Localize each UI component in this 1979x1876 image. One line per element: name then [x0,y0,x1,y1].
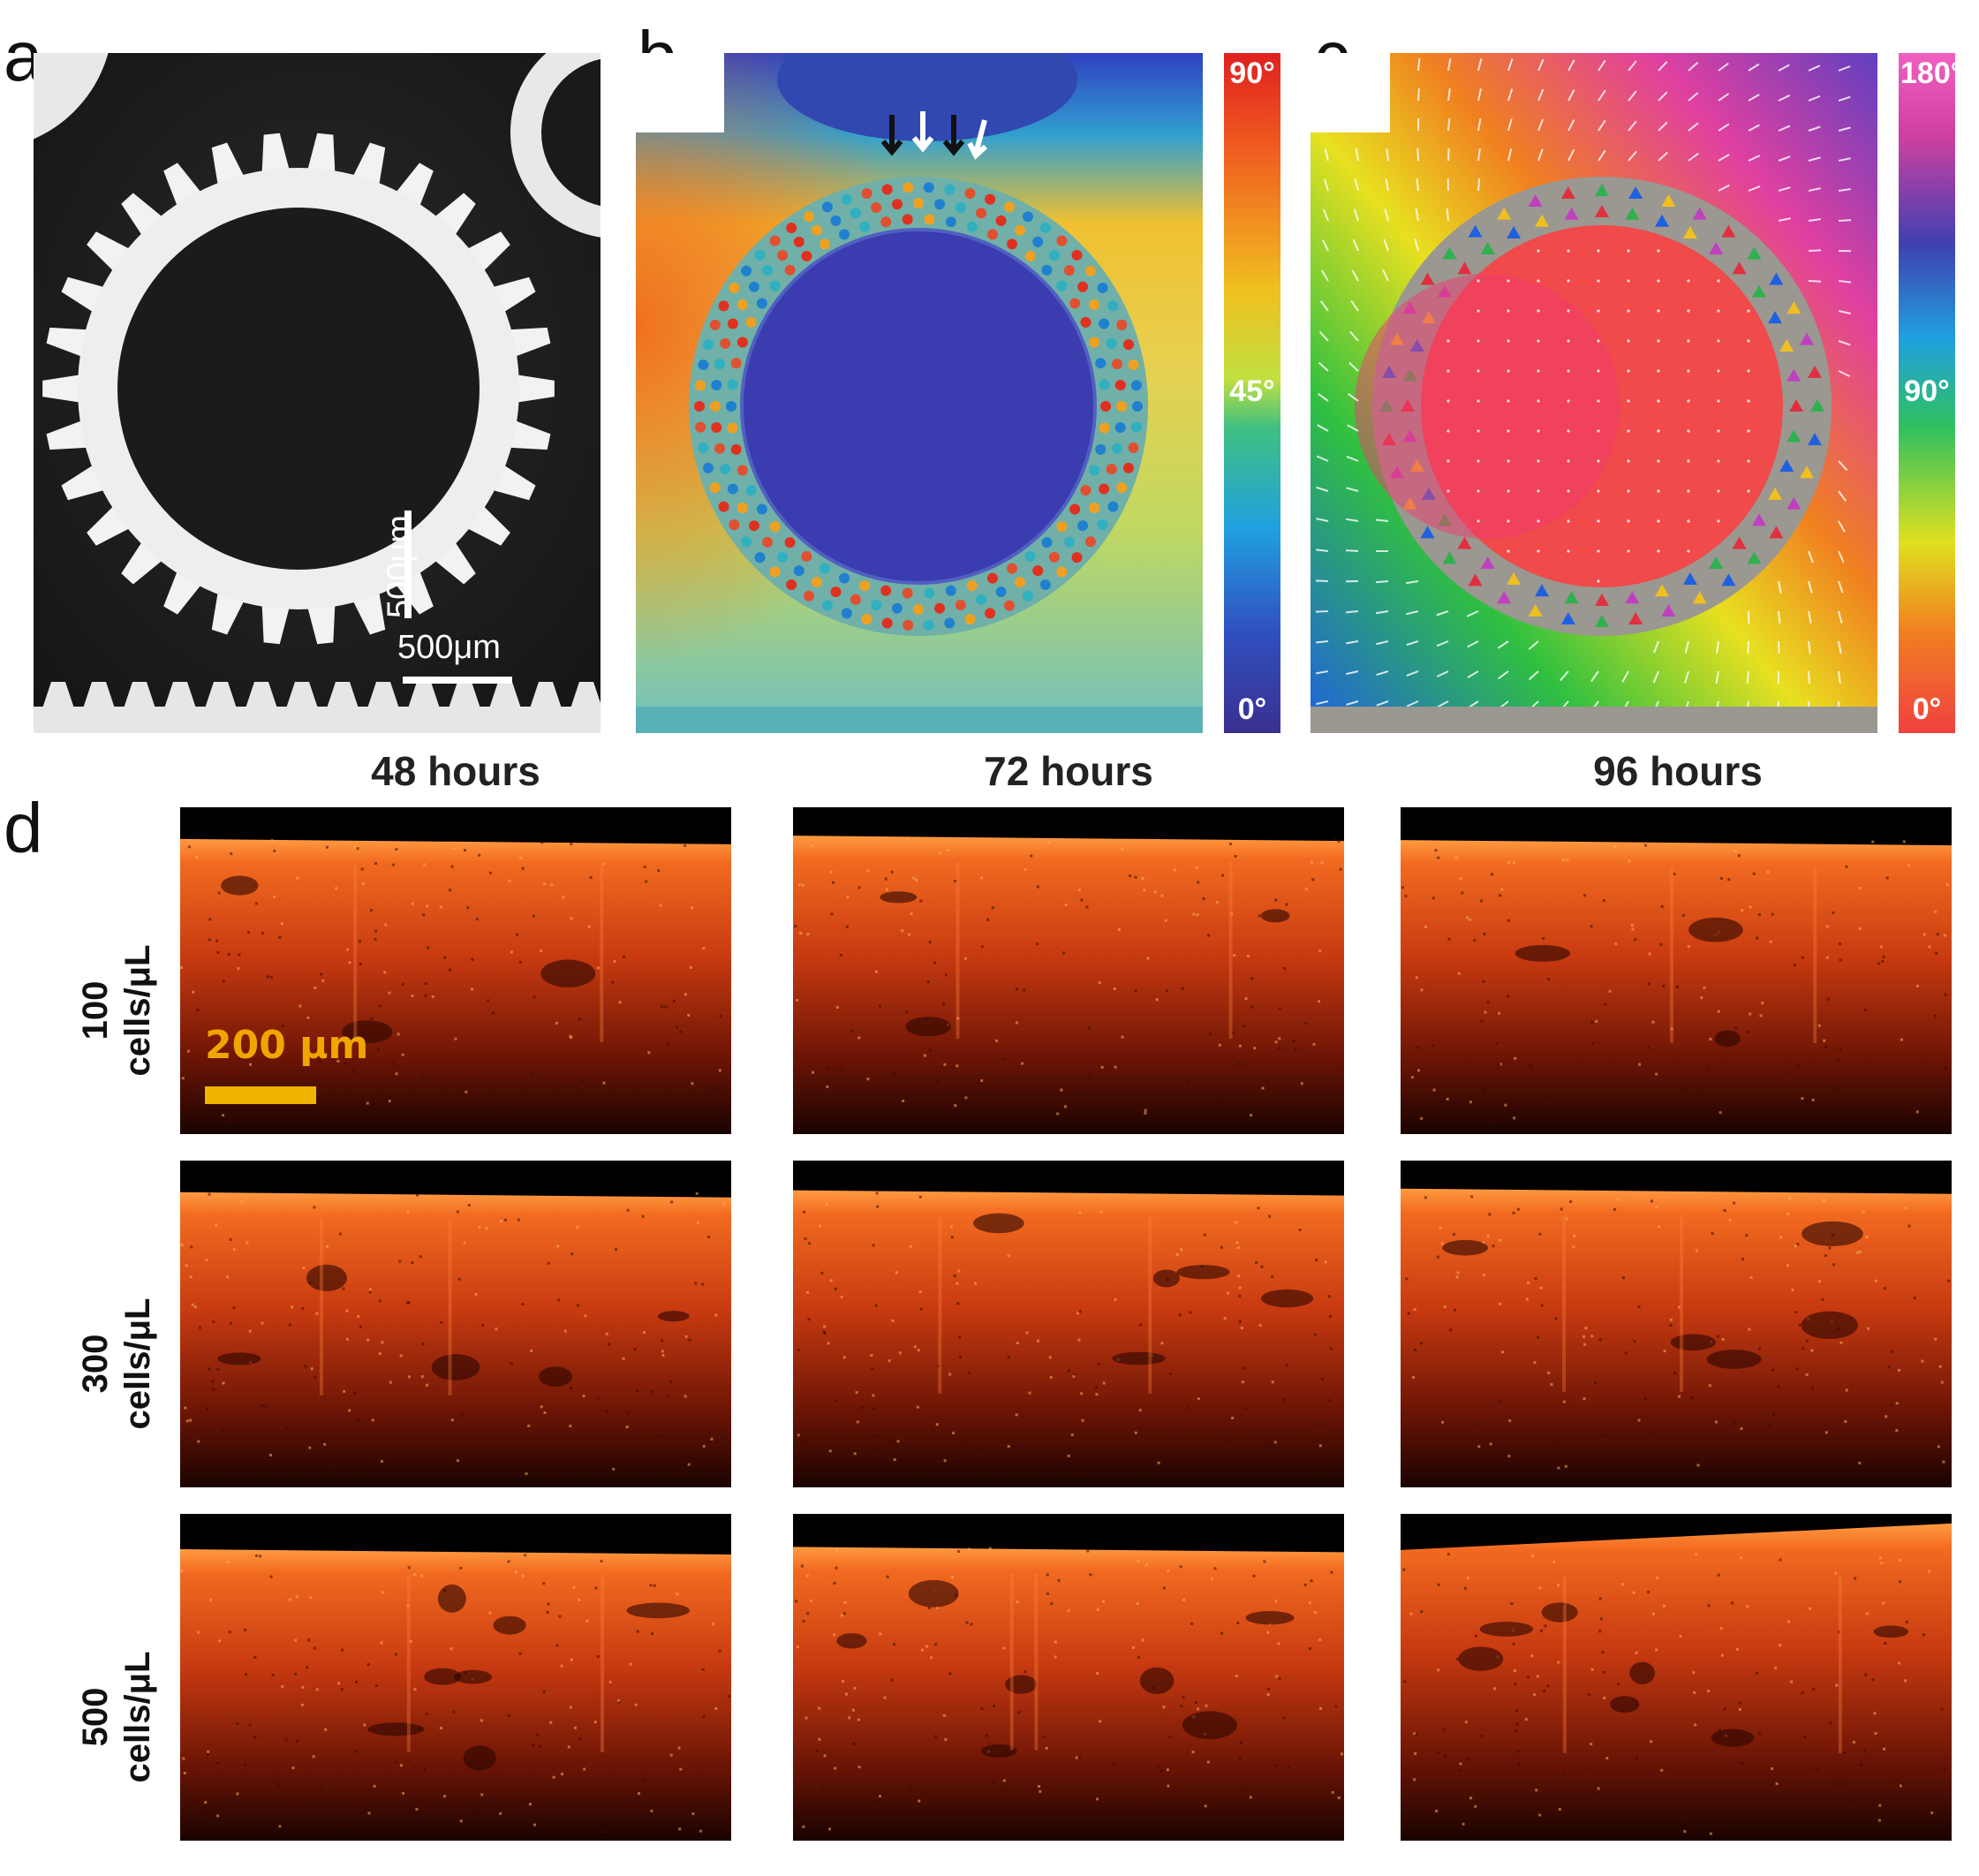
column-header-72h: 72 hours [984,748,1153,794]
scale-label-200um: 200 μm [205,1023,369,1068]
row-label-500: 500 cells/μL [74,1620,159,1814]
oct-image-300-48h [180,1161,731,1487]
column-header-48h: 48 hours [371,748,540,794]
oct-image-100-48h [180,807,731,1134]
oct-image-500-72h [793,1514,1344,1841]
row-label-300-value: 300 [76,1334,115,1394]
row-label-500-unit: cells/μL [118,1651,157,1783]
angle-map-b [636,53,1203,733]
row-label-100-value: 100 [76,980,115,1040]
row-label-100-unit: cells/μL [118,944,157,1077]
oct-image-300-72h [793,1161,1344,1487]
colorbar-b-mid: 45° [1229,374,1275,408]
row-label-300-unit: cells/μL [118,1297,157,1430]
row-label-100: 100 cells/μL [74,913,159,1108]
gear-micrograph: 500μm 500μm [34,53,600,733]
colorbar-b-max: 90° [1229,57,1275,90]
oct-image-500-48h [180,1514,731,1841]
scale-bar-horizontal [403,677,512,684]
oct-image-300-96h [1401,1161,1952,1487]
scale-label-vertical: 500μm [381,515,419,618]
oct-image-500-96h [1401,1514,1952,1841]
orientation-map-c [1311,53,1877,733]
colorbar-c [1899,53,1955,733]
colorbar-c-min: 0° [1912,692,1942,726]
scale-bar-vertical [404,511,412,618]
colorbar-c-max: 180° [1900,57,1963,90]
scale-label-horizontal: 500μm [397,629,501,666]
colorbar-b-min: 0° [1237,692,1267,726]
panel-letter-d: d [4,789,43,867]
row-label-300: 300 cells/μL [74,1267,159,1461]
oct-image-100-72h [793,807,1344,1134]
row-label-500-value: 500 [76,1687,115,1747]
colorbar-c-mid: 90° [1904,374,1950,408]
oct-image-100-96h [1401,807,1952,1134]
scale-bar-200um [205,1086,316,1104]
colorbar-b [1224,53,1280,733]
column-header-96h: 96 hours [1593,748,1763,794]
